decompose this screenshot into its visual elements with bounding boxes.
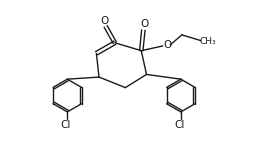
Text: O: O: [163, 40, 172, 50]
Text: Cl: Cl: [174, 120, 185, 130]
Text: O: O: [140, 19, 148, 29]
Text: Cl: Cl: [61, 120, 71, 130]
Text: CH₃: CH₃: [200, 37, 216, 46]
Text: O: O: [101, 16, 109, 26]
